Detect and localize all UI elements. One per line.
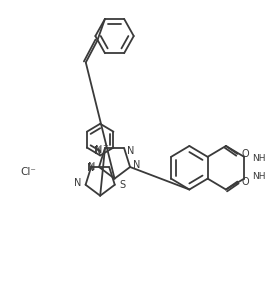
Text: N: N (87, 163, 94, 173)
Text: NH: NH (252, 172, 265, 181)
Text: N: N (94, 146, 101, 156)
Text: S: S (120, 180, 126, 190)
Text: N: N (95, 145, 102, 155)
Text: N: N (133, 160, 140, 170)
Text: O: O (241, 177, 249, 186)
Text: NH: NH (252, 154, 265, 163)
Text: +: + (102, 143, 108, 149)
Text: N: N (88, 162, 95, 172)
Text: Cl⁻: Cl⁻ (20, 167, 36, 177)
Text: N: N (75, 178, 82, 188)
Text: N: N (127, 146, 134, 156)
Text: O: O (241, 149, 249, 159)
